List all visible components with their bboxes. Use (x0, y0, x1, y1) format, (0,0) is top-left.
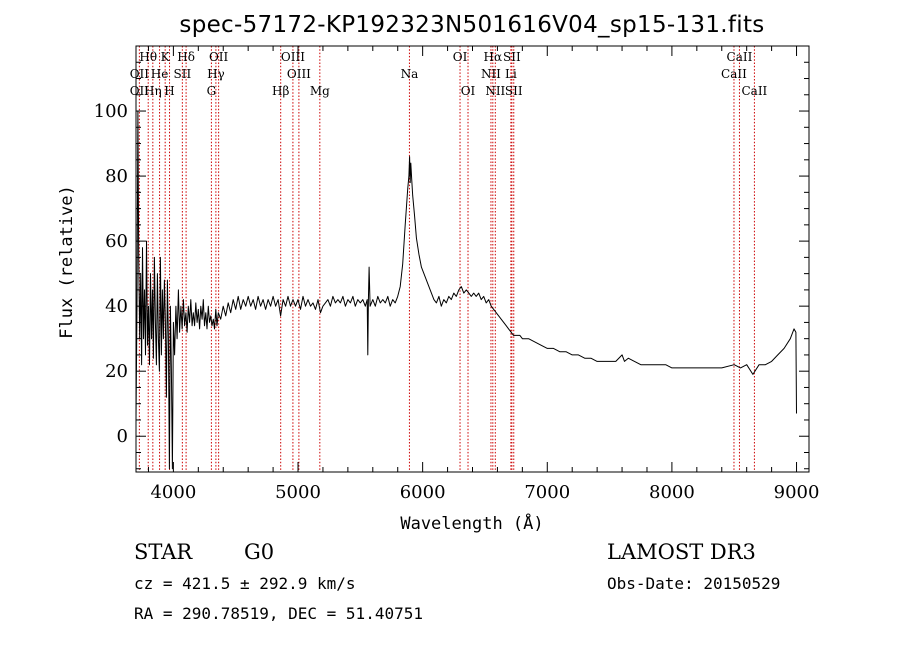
line-label: Mg (310, 84, 330, 98)
survey-name: LAMOST DR3 (607, 540, 756, 564)
line-label: NII (485, 84, 505, 98)
line-label: SII (174, 67, 192, 81)
line-label: OII (130, 67, 150, 81)
line-label: He (151, 67, 169, 81)
chart-title: spec-57172-KP192323N501616V04_sp15-131.f… (179, 12, 764, 38)
object-subclass: G0 (244, 540, 274, 564)
x-tick-label: 6000 (400, 482, 446, 503)
line-label: CaII (741, 84, 767, 98)
line-label: K (161, 50, 171, 64)
x-tick-label: 4000 (150, 482, 196, 503)
line-label: Hθ (139, 50, 157, 64)
line-label: CaII (721, 67, 747, 81)
y-tick-label: 100 (94, 101, 128, 122)
spectrum-series (135, 110, 797, 470)
coordinates: RA = 290.78519, DEC = 51.40751 (134, 604, 423, 623)
y-axis-ticks: 0 20 40 60 80 100 (94, 45, 809, 470)
line-label: Hδ (177, 50, 195, 64)
object-class: STAR (134, 540, 193, 564)
line-label: CaII (727, 50, 753, 64)
line-label: Hγ (207, 67, 225, 81)
line-label: OIII (281, 50, 305, 64)
line-label: G (207, 84, 217, 98)
y-axis-label: Flux (relative) (57, 185, 77, 339)
line-label: OII (130, 84, 150, 98)
spectral-line-markers (138, 46, 755, 472)
plot-border (135, 45, 810, 473)
line-label: Hα (484, 50, 503, 64)
line-label: Na (401, 67, 419, 81)
x-tick-label: 7000 (524, 482, 570, 503)
line-label: OI (461, 84, 476, 98)
line-label: OII (209, 50, 229, 64)
line-label: Hβ (272, 84, 289, 98)
line-label: NII (481, 67, 501, 81)
plot-frame (135, 45, 810, 473)
line-label: SII (505, 84, 523, 98)
line-label: Hη (144, 84, 162, 98)
line-label: SII (503, 50, 521, 64)
y-tick-label: 40 (105, 296, 128, 317)
y-tick-label: 60 (105, 231, 128, 252)
observation-date: Obs-Date: 20150529 (607, 574, 780, 593)
spectrum-line (135, 110, 797, 470)
x-axis-label: Wavelength (Å) (400, 512, 543, 534)
line-label: H (164, 84, 174, 98)
x-axis-ticks: 4000 5000 6000 7000 8000 9000 (147, 46, 820, 503)
y-tick-label: 0 (117, 426, 128, 447)
redshift-velocity: cz = 421.5 ± 292.9 km/s (134, 574, 356, 593)
line-label: OIII (287, 67, 311, 81)
x-tick-label: 8000 (649, 482, 695, 503)
y-tick-label: 20 (105, 361, 128, 382)
x-tick-label: 5000 (275, 482, 321, 503)
line-label: Li (505, 67, 517, 81)
line-label: OI (453, 50, 468, 64)
x-tick-label: 9000 (774, 482, 820, 503)
y-tick-label: 80 (105, 166, 128, 187)
